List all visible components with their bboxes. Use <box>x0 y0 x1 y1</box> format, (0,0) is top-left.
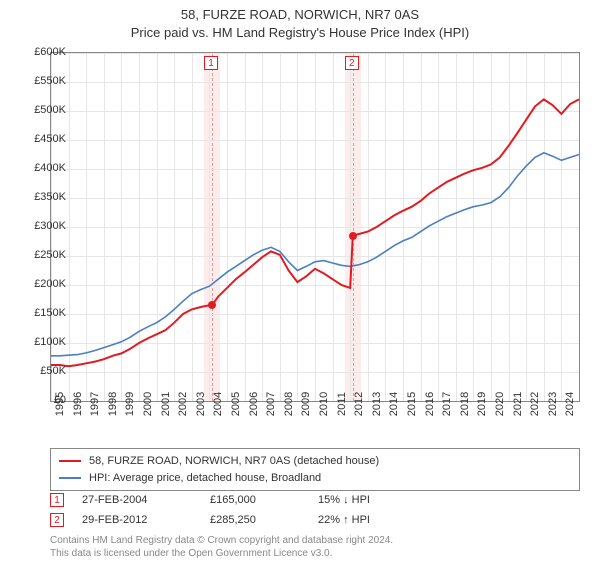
sale-marker: 1 <box>50 493 64 507</box>
legend: 58, FURZE ROAD, NORWICH, NR7 0AS (detach… <box>50 448 580 491</box>
title-line1: 58, FURZE ROAD, NORWICH, NR7 0AS <box>0 6 600 24</box>
legend-swatch <box>59 460 81 462</box>
x-axis-label: 1995 <box>54 392 66 416</box>
x-axis-label: 2017 <box>441 392 453 416</box>
y-axis-label: £100K <box>20 336 66 348</box>
y-axis-label: £450K <box>20 133 66 145</box>
x-axis-label: 1998 <box>107 392 119 416</box>
x-axis-label: 2004 <box>212 392 224 416</box>
x-axis-label: 1996 <box>72 392 84 416</box>
x-axis-label: 2007 <box>265 392 277 416</box>
sales-table: 1 27-FEB-2004 £165,000 15% ↓ HPI 2 29-FEB-201… <box>50 490 580 530</box>
y-axis-label: £550K <box>20 75 66 87</box>
x-axis-label: 2000 <box>142 392 154 416</box>
legend-swatch <box>59 477 81 479</box>
legend-label: 58, FURZE ROAD, NORWICH, NR7 0AS (detach… <box>89 453 379 470</box>
series-property <box>51 99 579 366</box>
x-axis-label: 2022 <box>529 392 541 416</box>
x-axis-label: 2012 <box>353 392 365 416</box>
x-axis-label: 2010 <box>318 392 330 416</box>
attribution-line2: This data is licensed under the Open Gov… <box>50 547 580 560</box>
x-axis-label: 2016 <box>424 392 436 416</box>
x-axis-label: 2005 <box>230 392 242 416</box>
sale-marker: 1 <box>204 56 218 70</box>
x-axis-label: 2023 <box>547 392 559 416</box>
chart-title: 58, FURZE ROAD, NORWICH, NR7 0AS Price p… <box>0 6 600 41</box>
sale-diff: 22% ↑ HPI <box>318 514 418 526</box>
series-hpi <box>51 153 579 356</box>
sale-point <box>349 232 357 240</box>
attribution-line1: Contains HM Land Registry data © Crown c… <box>50 534 580 547</box>
x-axis-label: 2018 <box>459 392 471 416</box>
x-axis-label: 1997 <box>89 392 101 416</box>
sale-date: 29-FEB-2012 <box>82 514 192 526</box>
sale-price: £285,250 <box>210 514 300 526</box>
legend-item: HPI: Average price, detached house, Broa… <box>59 470 571 487</box>
x-axis-label: 2020 <box>494 392 506 416</box>
y-axis-label: £500K <box>20 104 66 116</box>
x-axis-label: 2019 <box>476 392 488 416</box>
legend-label: HPI: Average price, detached house, Broa… <box>89 470 321 487</box>
y-axis-label: £50K <box>20 365 66 377</box>
x-axis-label: 2008 <box>283 392 295 416</box>
sale-date: 27-FEB-2004 <box>82 494 192 506</box>
x-axis-label: 2013 <box>371 392 383 416</box>
y-axis-label: £200K <box>20 278 66 290</box>
attribution: Contains HM Land Registry data © Crown c… <box>50 534 580 560</box>
x-axis-label: 2015 <box>406 392 418 416</box>
sale-marker: 2 <box>50 513 64 527</box>
title-line2: Price paid vs. HM Land Registry's House … <box>0 24 600 42</box>
sale-price: £165,000 <box>210 494 300 506</box>
x-axis-label: 2001 <box>160 392 172 416</box>
sale-row: 1 27-FEB-2004 £165,000 15% ↓ HPI <box>50 490 580 510</box>
line-chart <box>50 52 580 402</box>
x-axis-label: 2014 <box>388 392 400 416</box>
x-axis-label: 2009 <box>300 392 312 416</box>
x-axis-label: 2006 <box>248 392 260 416</box>
y-axis-label: £300K <box>20 220 66 232</box>
y-axis-label: £350K <box>20 191 66 203</box>
sale-diff: 15% ↓ HPI <box>318 494 418 506</box>
x-axis-label: 2002 <box>177 392 189 416</box>
x-axis-label: 1999 <box>124 392 136 416</box>
y-axis-label: £250K <box>20 249 66 261</box>
plot-svg <box>51 53 579 401</box>
sale-marker: 2 <box>345 56 359 70</box>
x-axis-label: 2021 <box>512 392 524 416</box>
y-axis-label: £400K <box>20 162 66 174</box>
legend-item: 58, FURZE ROAD, NORWICH, NR7 0AS (detach… <box>59 453 571 470</box>
sale-point <box>208 301 216 309</box>
x-axis-label: 2011 <box>336 392 348 416</box>
y-axis-label: £600K <box>20 46 66 58</box>
x-axis-label: 2024 <box>564 392 576 416</box>
x-axis-label: 2003 <box>195 392 207 416</box>
sale-row: 2 29-FEB-2012 £285,250 22% ↑ HPI <box>50 510 580 530</box>
y-axis-label: £150K <box>20 307 66 319</box>
